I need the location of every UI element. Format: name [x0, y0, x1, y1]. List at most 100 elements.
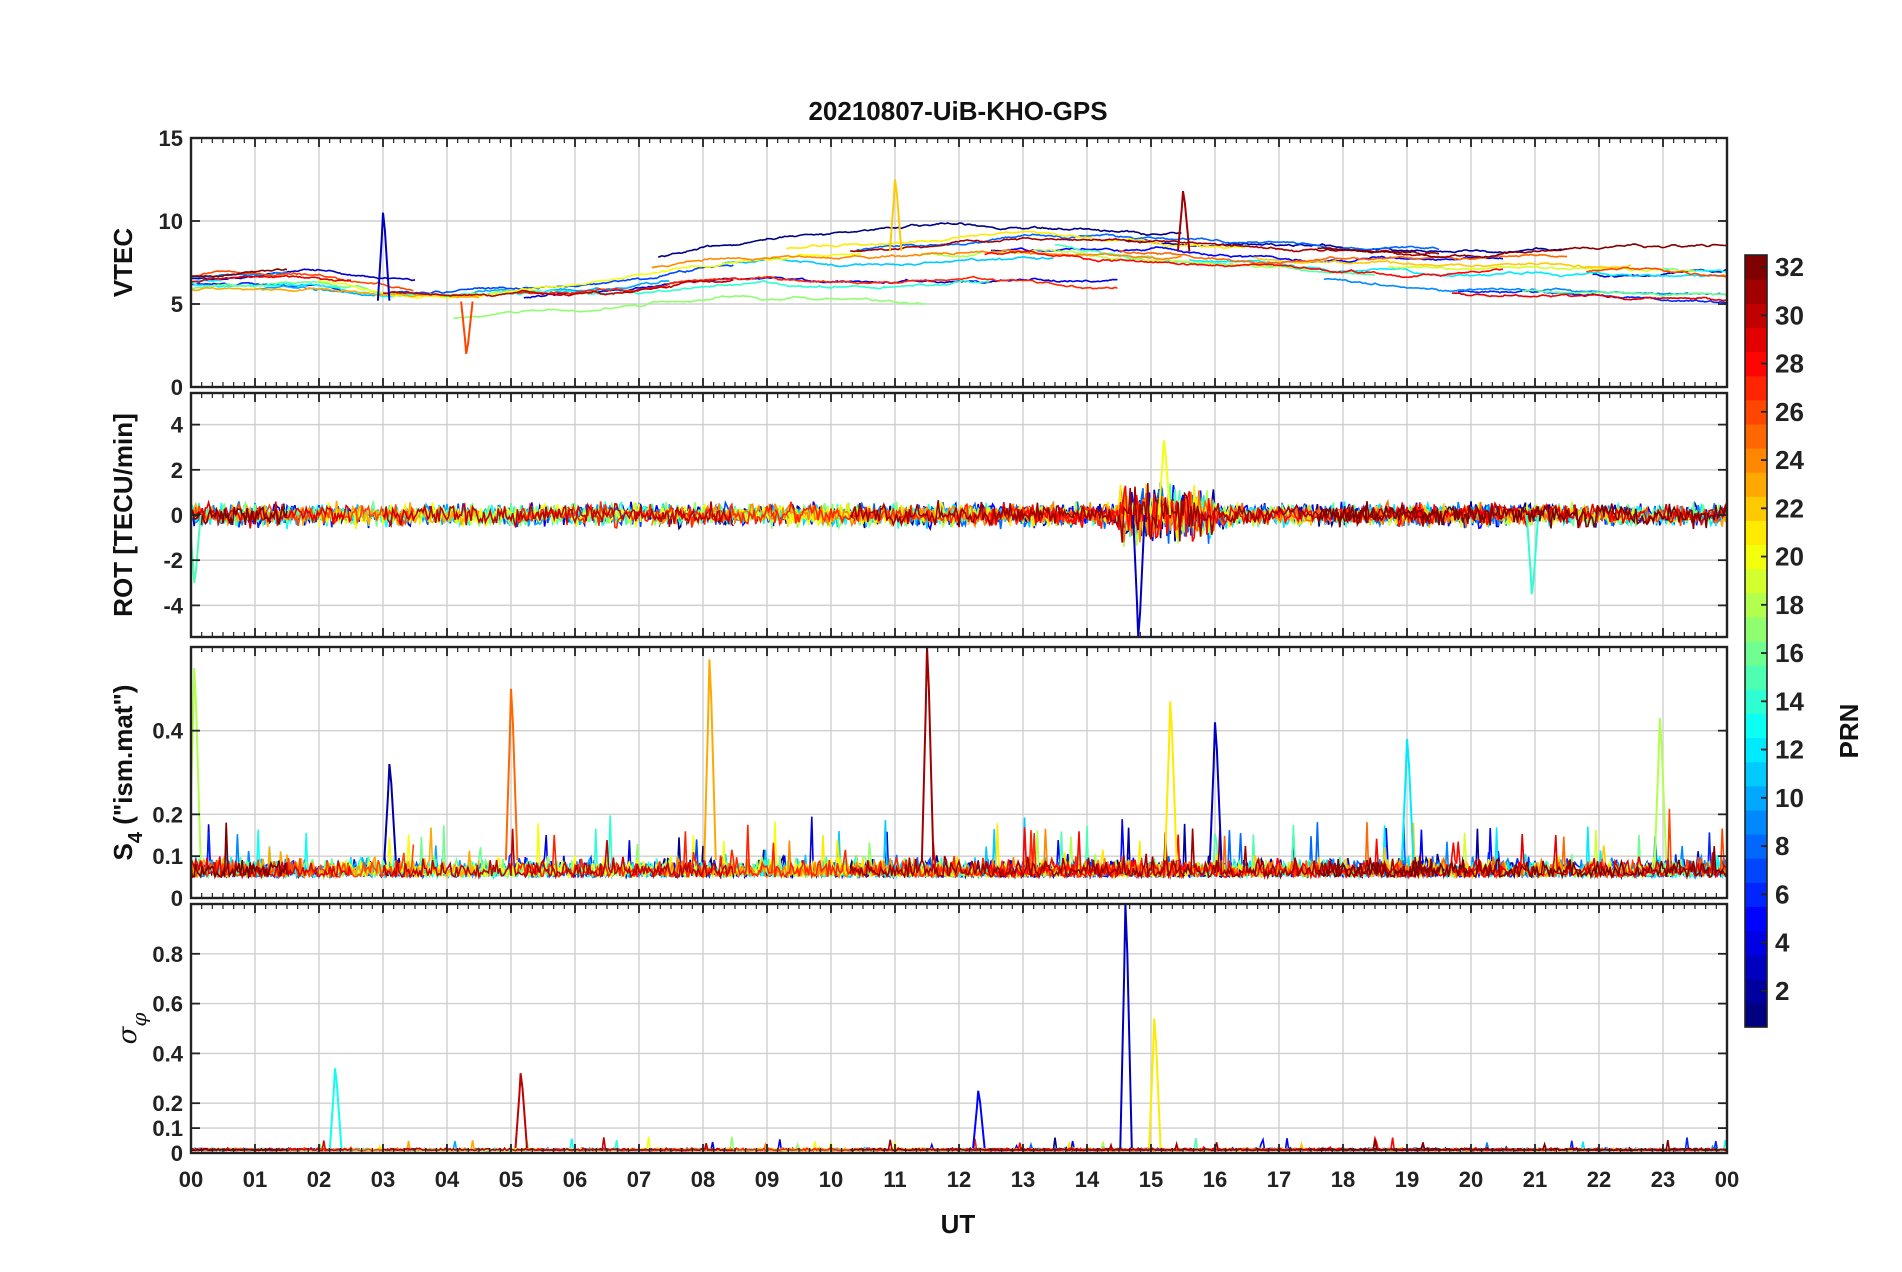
colorbar-segment — [1745, 327, 1767, 353]
x-tick-label: 17 — [1267, 1167, 1291, 1192]
colorbar-tick-label: 22 — [1775, 493, 1804, 523]
series-line-prn-19 — [1387, 265, 1696, 273]
y-tick-label: 5 — [171, 292, 183, 317]
x-tick-label: 18 — [1331, 1167, 1355, 1192]
colorbar-label: PRN — [1834, 704, 1864, 759]
feature-spike-prn-3 — [1119, 904, 1133, 1149]
colorbar-segment — [1745, 930, 1767, 956]
x-tick-label: 19 — [1395, 1167, 1419, 1192]
colorbar-tick-label: 6 — [1775, 879, 1789, 909]
colorbar-tick-label: 30 — [1775, 300, 1804, 330]
y-tick-label: 0.2 — [152, 802, 183, 827]
y-tick-label: 0.1 — [152, 1116, 183, 1141]
y-tick-label: 0.8 — [152, 942, 183, 967]
panel-sigma_phi: 00.10.2 0.4 0.6 0.8 σφ 00 01 02 03 04 05 06 07 08 09 10… — [113, 902, 1739, 1192]
feature-spike-prn-18 — [1653, 718, 1668, 861]
colorbar-segment — [1745, 616, 1767, 642]
y-tick-label: 15 — [159, 126, 183, 151]
series-line-prn-32 — [191, 1147, 288, 1152]
x-tick-label: 00 — [179, 1167, 203, 1192]
y-tick-label: 4 — [171, 413, 184, 438]
x-tick-label: 14 — [1075, 1167, 1100, 1192]
colorbar-segment — [1745, 689, 1767, 714]
colorbar-segment — [1745, 761, 1767, 787]
feature-spike-prn-2 — [383, 764, 397, 861]
x-tick-label: 01 — [243, 1167, 267, 1192]
feature-spike-prn-5 — [972, 1090, 986, 1149]
series-line-prn-27 — [517, 275, 1118, 295]
colorbar-segment — [1745, 375, 1767, 401]
series-line-prn-6 — [1457, 289, 1727, 304]
colorbar-segment — [1745, 399, 1767, 425]
series-group — [191, 440, 1727, 637]
x-axis-label: UT — [941, 1209, 976, 1239]
colorbar-frame — [1744, 254, 1768, 1028]
y-axis-label: ROT [TECU/min] — [108, 413, 138, 617]
colorbar-tick-label: 18 — [1775, 590, 1804, 620]
x-tick-label: 06 — [563, 1167, 587, 1192]
feature-spike-prn-25 — [504, 688, 519, 861]
y-axis-label-rest: ("ism.mat") — [108, 685, 138, 832]
feature-spike-prn-20 — [1157, 440, 1172, 516]
series-line-prn-8 — [856, 233, 1440, 252]
x-tick-label: 00 — [1715, 1167, 1739, 1192]
feature-spike-prn-3 — [1132, 514, 1146, 637]
feature-spike-prn-21 — [1148, 1018, 1162, 1149]
series-line-prn-22 — [1253, 256, 1632, 269]
colorbar-segment — [1745, 472, 1767, 497]
x-tick-label: 12 — [947, 1167, 971, 1192]
colorbar-tick-label: 2 — [1775, 976, 1789, 1006]
y-tick-label: 0.6 — [152, 992, 183, 1017]
y-axis-label: S4 ("ism.mat") — [108, 685, 147, 861]
y-tick-label: 0.4 — [152, 1041, 183, 1066]
colorbar-segment — [1745, 448, 1767, 473]
chart-title: 20210807-UiB-KHO-GPS — [808, 96, 1107, 126]
colorbar-segment — [1745, 978, 1767, 1004]
colorbar-segment — [1745, 713, 1767, 739]
y-tick-label: 10 — [159, 209, 183, 234]
feature-spike-prn-30 — [514, 1073, 528, 1149]
colorbar-tick-label: 12 — [1775, 735, 1804, 765]
colorbar-tick-label: 28 — [1775, 349, 1804, 379]
colorbar-segment — [1745, 1002, 1767, 1028]
series-line-prn-14 — [587, 279, 990, 296]
x-tick-label: 20 — [1459, 1167, 1483, 1192]
x-tick-label: 07 — [627, 1167, 651, 1192]
colorbar-segment — [1745, 279, 1767, 304]
series-group — [191, 647, 1727, 881]
colorbar-segment — [1745, 496, 1767, 521]
y-tick-label: 2 — [171, 458, 183, 483]
series-line-prn-28 — [984, 250, 1503, 279]
y-axis-label-sub: φ — [127, 1013, 151, 1027]
feature-spike-prn-26 — [460, 301, 474, 354]
colorbar-tick-label: 10 — [1775, 783, 1804, 813]
series-line-prn-32 — [191, 822, 288, 880]
y-tick-label: 0 — [171, 375, 183, 400]
y-axis-label: VTEC — [108, 228, 138, 298]
x-tick-label: 10 — [819, 1167, 843, 1192]
series-line-prn-32 — [191, 504, 288, 526]
x-tick-label: 09 — [755, 1167, 779, 1192]
series-line-prn-29 — [1451, 292, 1727, 302]
x-tick-label: 22 — [1587, 1167, 1611, 1192]
series-line-prn-16 — [1522, 289, 1727, 298]
series-group — [191, 179, 1727, 354]
x-tick-label: 02 — [307, 1167, 331, 1192]
colorbar-segment — [1745, 423, 1767, 449]
series-line-prn-29 — [191, 856, 352, 880]
feature-spike-prn-13 — [328, 1068, 343, 1149]
colorbar-segment — [1745, 641, 1767, 666]
colorbar-tick-label: 26 — [1775, 397, 1804, 427]
colorbar-segment — [1745, 665, 1767, 690]
series-line-prn-21 — [786, 230, 1246, 250]
series-line-prn-32 — [1317, 846, 1727, 880]
feature-spike-prn-31 — [1176, 190, 1191, 252]
series-line-prn-1 — [658, 222, 1182, 258]
colorbar-tick-label: 24 — [1775, 445, 1804, 475]
x-tick-label: 16 — [1203, 1167, 1227, 1192]
y-tick-label: 0 — [171, 886, 183, 911]
series-line-prn-32 — [1317, 243, 1727, 259]
feature-spike-prn-3 — [376, 212, 391, 301]
series-line-prn-32 — [1316, 501, 1727, 529]
